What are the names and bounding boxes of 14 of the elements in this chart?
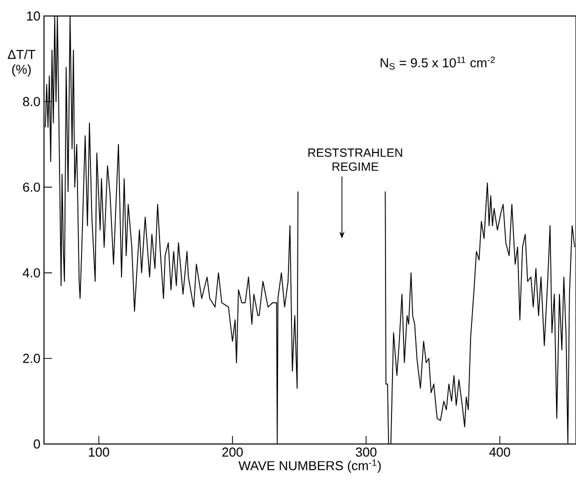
- y-tick-label: 6.0: [23, 182, 40, 192]
- x-tick-label: 100: [88, 448, 110, 457]
- x-tick-label: 400: [489, 448, 510, 457]
- annotation: N$_{S}$ = 9.5 x 10$^{11}$ cm$^{-2}$: [380, 56, 495, 70]
- y-tick-label: 2.0: [23, 354, 40, 363]
- x-axis-title: WAVE NUMBERS (cm$^{-1}$): [238, 460, 381, 473]
- x-tick-label: 300: [356, 448, 376, 457]
- y-tick-label: 4.0: [22, 268, 40, 278]
- y-tick-label: 10: [27, 11, 40, 21]
- x-tick-label: 200: [222, 448, 243, 457]
- y-tick-label: 8.0: [23, 97, 40, 106]
- y-axis-title: ΔT/T (%): [8, 49, 36, 76]
- annotation: RESTSTRAHLEN REGIME: [308, 148, 402, 171]
- y-tick-label: 0: [34, 439, 40, 449]
